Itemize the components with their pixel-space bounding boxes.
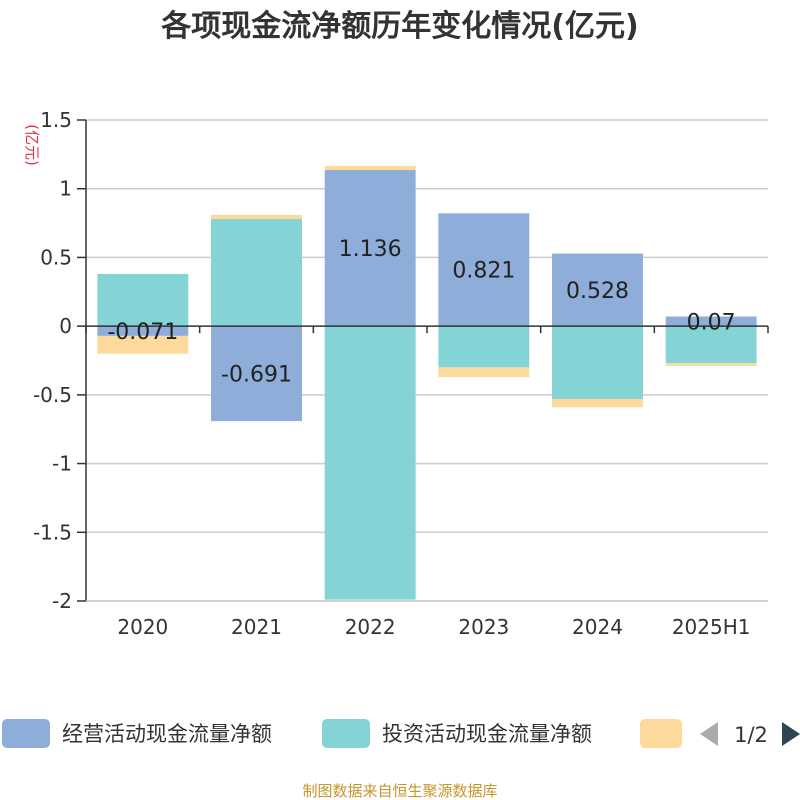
bar-2024-series-1 (552, 326, 643, 399)
legend-swatch-operating[interactable] (2, 719, 50, 748)
y-tick-label-0: 1.5 (40, 108, 72, 132)
legend: 经营活动现金流量净额 投资活动现金流量净额 1/2 (2, 719, 800, 748)
axes (85, 120, 769, 602)
bar-2021-series-0 (211, 326, 302, 422)
data-label-2021: -0.691 (221, 363, 292, 388)
bar-2024-series-2 (552, 398, 643, 408)
x-tick-label-2022: 2022 (345, 615, 396, 639)
bar-2025H1-series-2 (665, 363, 757, 366)
x-axis-ticks: 2020 2021 2022 2023 2024 2025H1 (117, 615, 750, 639)
bar-2022-series-0 (324, 170, 416, 327)
bar-2023-series-1 (438, 326, 530, 368)
data-label-2022: 1.136 (339, 237, 402, 262)
legend-swatch-investing[interactable] (322, 719, 370, 748)
bar-2022-series-2 (324, 165, 416, 171)
bars (97, 165, 757, 600)
y-tick-label-1: 1 (59, 177, 72, 201)
y-tick-label-2: 0.5 (40, 245, 72, 269)
x-tick-label-2024: 2024 (572, 615, 623, 639)
bar-2020-series-2 (97, 335, 189, 354)
legend-next-page-icon[interactable] (782, 722, 800, 746)
bar-2023-series-2 (438, 367, 530, 377)
data-source-note: 制图数据来自恒生聚源数据库 (302, 782, 497, 800)
y-tick-label-5: -1 (52, 452, 72, 476)
y-tick-label-7: -2 (52, 589, 72, 613)
y-axis-unit-label: (亿元) (23, 124, 41, 166)
legend-swatch-financing[interactable] (640, 719, 682, 748)
legend-label-investing[interactable]: 投资活动现金流量净额 (382, 722, 592, 746)
legend-prev-page-icon[interactable] (700, 722, 718, 746)
bar-2023-series-0 (438, 213, 530, 327)
bar-2020-series-1 (97, 273, 189, 327)
x-tick-label-2023: 2023 (458, 615, 509, 639)
bar-2020-series-0 (97, 326, 189, 336)
x-tick-label-2020: 2020 (117, 615, 168, 639)
data-label-2025H1: 0.07 (687, 310, 736, 335)
y-axis-ticks: 1.5 1 0.5 0 -0.5 -1 -1.5 -2 (33, 108, 86, 613)
bar-2021-series-2 (211, 214, 302, 219)
data-label-2023: 0.821 (452, 259, 515, 284)
legend-label-operating[interactable]: 经营活动现金流量净额 (62, 722, 272, 746)
y-tick-label-4: -0.5 (33, 383, 72, 407)
data-label-2024: 0.528 (566, 279, 629, 304)
data-label-2020: -0.071 (107, 320, 178, 345)
bar-2022-series-1 (324, 326, 416, 600)
x-tick-label-2021: 2021 (231, 615, 282, 639)
y-tick-label-6: -1.5 (33, 520, 72, 544)
chart-title: 各项现金流净额历年变化情况(亿元) (160, 9, 638, 44)
bar-2025H1-series-0 (665, 316, 757, 327)
bar-2021-series-1 (211, 218, 302, 327)
bar-2024-series-0 (552, 253, 643, 327)
legend-page-indicator: 1/2 (734, 723, 768, 747)
y-tick-label-3: 0 (59, 314, 72, 338)
data-labels: -0.071 -0.691 1.136 0.821 0.528 0.07 (107, 237, 735, 388)
x-tick-label-2025H1: 2025H1 (672, 615, 751, 639)
bar-2025H1-series-1 (665, 326, 757, 364)
